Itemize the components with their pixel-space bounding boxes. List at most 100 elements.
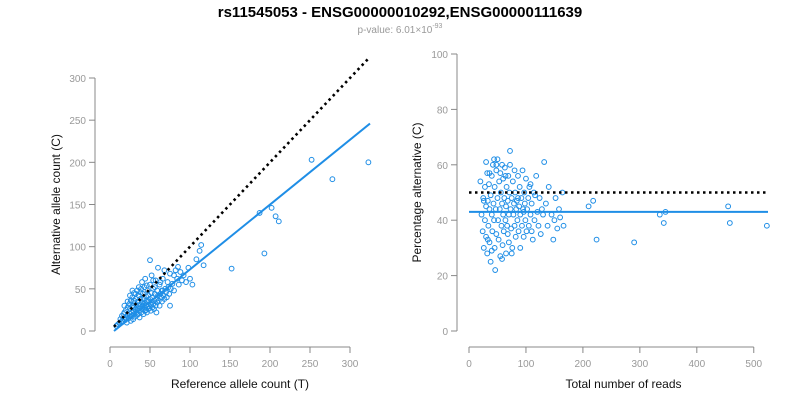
data-point <box>531 217 538 224</box>
y-tick-label: 100 <box>431 50 448 61</box>
data-point <box>121 302 128 309</box>
x-tick-label: 250 <box>302 359 319 370</box>
data-point <box>490 161 496 168</box>
data-point <box>499 256 505 262</box>
data-point <box>480 195 487 201</box>
data-point <box>164 279 171 285</box>
data-point <box>541 159 548 165</box>
data-point <box>507 161 513 168</box>
data-point <box>479 228 486 235</box>
data-point <box>142 275 149 282</box>
data-point <box>520 233 527 240</box>
data-point <box>560 222 567 229</box>
subtitle-exponent: -93 <box>432 23 442 30</box>
data-point <box>518 195 525 201</box>
data-point <box>525 222 532 229</box>
data-point <box>486 170 493 177</box>
data-point <box>552 195 559 201</box>
data-point <box>509 245 516 251</box>
data-point <box>500 211 507 218</box>
data-point <box>515 228 522 235</box>
data-point <box>514 217 521 224</box>
data-point <box>511 200 517 207</box>
data-point <box>503 184 510 190</box>
data-point <box>542 200 549 207</box>
data-point <box>523 175 529 182</box>
data-point <box>493 161 500 168</box>
reference-line <box>113 56 371 328</box>
data-point <box>763 222 770 229</box>
data-point <box>193 256 200 263</box>
data-point <box>486 206 493 213</box>
data-point <box>585 203 592 210</box>
y-tick-label: 50 <box>75 285 87 296</box>
data-point <box>189 281 196 288</box>
data-point <box>150 277 157 284</box>
x-tick-label: 150 <box>222 359 239 370</box>
data-point <box>483 159 489 165</box>
data-point <box>256 210 263 216</box>
data-point <box>556 206 562 213</box>
y-tick-label: 20 <box>437 272 449 283</box>
data-point <box>308 156 315 163</box>
data-point <box>726 220 733 226</box>
data-point <box>187 275 193 282</box>
data-point <box>544 222 551 229</box>
data-point <box>132 290 139 297</box>
data-point <box>499 242 506 249</box>
data-point <box>171 287 177 294</box>
subtitle-times: × <box>415 25 421 36</box>
data-point <box>480 197 487 204</box>
data-point <box>725 203 732 210</box>
y-tick-label: 200 <box>69 158 86 169</box>
data-point <box>167 285 174 292</box>
data-point <box>508 250 515 257</box>
data-point <box>517 245 524 251</box>
data-point <box>177 269 184 275</box>
data-point <box>268 204 275 211</box>
data-point <box>156 281 163 288</box>
data-point <box>516 184 523 190</box>
data-point <box>505 239 512 246</box>
data-point <box>515 172 521 179</box>
data-point <box>503 250 509 257</box>
y-tick-label: 150 <box>69 201 86 212</box>
x-tick-label: 200 <box>262 359 279 370</box>
data-point <box>660 220 667 226</box>
data-point <box>508 225 515 232</box>
fit-line <box>113 122 371 332</box>
y-tick-label: 250 <box>69 116 86 127</box>
data-point <box>504 231 511 237</box>
data-point <box>478 211 485 218</box>
subtitle-base: 10 <box>421 25 433 36</box>
data-point <box>137 296 144 302</box>
data-point <box>484 170 491 177</box>
data-point <box>554 225 561 232</box>
data-point <box>196 247 203 254</box>
y-tick-label: 100 <box>69 243 86 254</box>
data-point <box>545 184 552 190</box>
data-point <box>550 236 557 243</box>
data-point <box>519 222 525 229</box>
data-point <box>477 178 484 185</box>
data-point <box>516 203 523 210</box>
data-point <box>557 214 564 221</box>
data-point <box>166 290 173 297</box>
data-point <box>147 257 153 264</box>
data-point <box>593 236 600 243</box>
data-point <box>143 282 150 289</box>
x-tick-label: 100 <box>518 359 535 370</box>
data-point <box>656 211 663 218</box>
data-point <box>153 309 160 316</box>
data-point <box>493 167 500 174</box>
data-point <box>519 167 526 174</box>
data-point <box>129 287 136 294</box>
data-point <box>507 206 514 213</box>
data-point <box>535 222 542 229</box>
data-point <box>631 239 638 246</box>
data-point <box>526 184 533 190</box>
data-point <box>135 284 142 291</box>
x-tick-label: 100 <box>182 359 199 370</box>
data-point <box>175 281 182 288</box>
